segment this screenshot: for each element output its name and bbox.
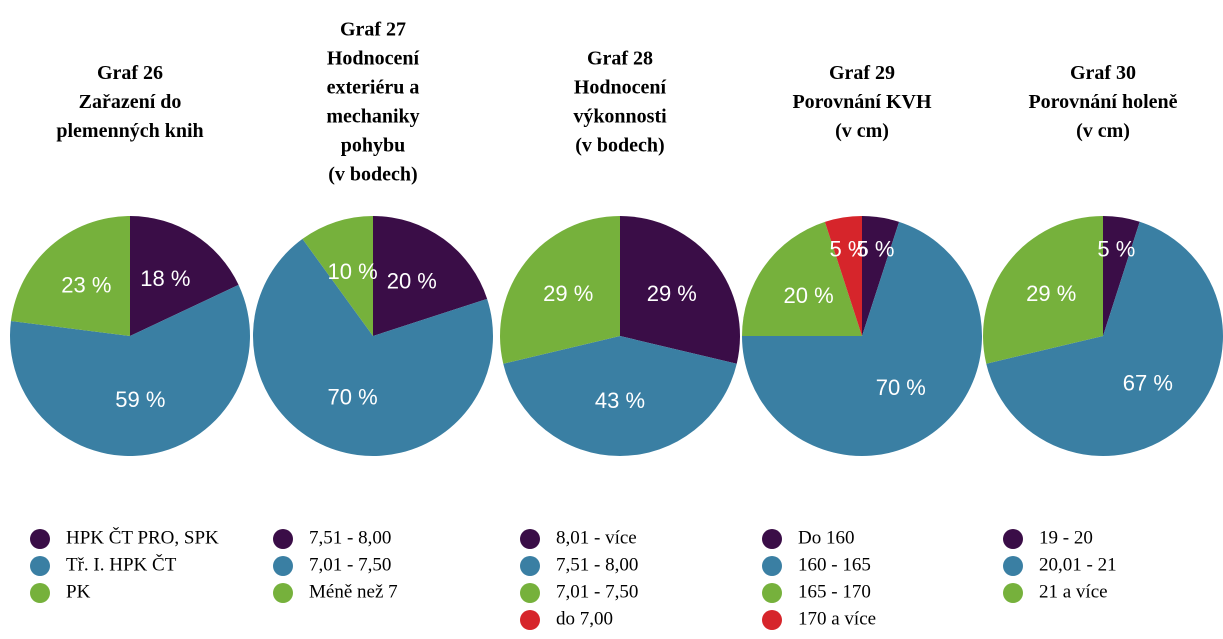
pie-slice (500, 216, 620, 364)
legend-label: 7,01 - 7,50 (309, 554, 391, 575)
value-label: 29 % (543, 281, 593, 306)
chart-title: (v bodech) (328, 164, 417, 186)
pie-slice (983, 216, 1103, 364)
chart-title: (v cm) (835, 120, 889, 142)
chart-title: Graf 29 (829, 62, 895, 84)
chart-title: exteriéru a (327, 77, 420, 99)
chart-title: mechaniky (326, 106, 419, 128)
chart-title: Porovnání KVH (792, 91, 932, 113)
legend-marker (273, 529, 293, 549)
chart-title: Hodnocení (327, 48, 420, 70)
legend-label: do 7,00 (556, 608, 613, 629)
pie-slice (742, 221, 862, 336)
value-label: 70 % (876, 375, 926, 400)
pie-slice (373, 216, 488, 336)
chart-title: (v cm) (1076, 120, 1130, 142)
legend-marker (30, 529, 50, 549)
legend-label: 7,01 - 7,50 (556, 581, 638, 602)
chart-title: Zařazení do (79, 91, 182, 113)
legend-marker (520, 556, 540, 576)
legend-marker (273, 583, 293, 603)
pie-slice (862, 216, 900, 336)
chart-title: výkonnosti (573, 106, 667, 128)
pie-slice (986, 221, 1223, 456)
value-label: 20 % (387, 268, 437, 293)
pie-slice (302, 216, 373, 336)
legend-label: Tř. I. HPK ČT (66, 553, 177, 575)
pie-slice (252, 238, 493, 456)
chart-title: Graf 26 (97, 62, 163, 84)
value-label: 18 % (140, 266, 190, 291)
value-label: 67 % (1123, 370, 1173, 395)
pie-slice (1103, 216, 1140, 336)
chart-title: Porovnání holeně (1028, 91, 1177, 113)
pie-slice (742, 221, 982, 457)
chart-title: pohybu (341, 135, 406, 157)
legend-label: Do 160 (798, 527, 854, 548)
legend-label: 165 - 170 (798, 581, 871, 602)
value-label: 43 % (595, 388, 645, 413)
legend-label: 8,01 - více (556, 527, 637, 548)
pie-slice (130, 216, 239, 336)
legend-marker (273, 556, 293, 576)
pie-slice (503, 336, 737, 457)
legend-label: 7,51 - 8,00 (556, 554, 638, 575)
legend-label: 7,51 - 8,00 (309, 527, 391, 548)
value-label: 29 % (1026, 281, 1076, 306)
legend-marker (762, 583, 782, 603)
legend-label: 19 - 20 (1039, 527, 1093, 548)
legend-marker (762, 556, 782, 576)
pie-slice (620, 216, 740, 364)
pie-slice (10, 216, 130, 336)
legend-marker (520, 529, 540, 549)
legend-marker (1003, 556, 1023, 576)
legend-marker (1003, 583, 1023, 603)
legend-label: PK (66, 581, 91, 602)
value-label: 70 % (328, 385, 378, 410)
legend-marker (520, 610, 540, 630)
legend-marker (1003, 529, 1023, 549)
chart-title: Graf 27 (340, 19, 406, 41)
value-label: 5 % (1097, 236, 1135, 261)
legend-marker (520, 583, 540, 603)
chart-title: Hodnocení (574, 77, 667, 99)
legend-label: HPK ČT PRO, SPK (66, 526, 219, 548)
value-label: 59 % (115, 387, 165, 412)
legend-label: 160 - 165 (798, 554, 871, 575)
chart-title: plemenných knih (56, 120, 203, 142)
pie-slice (824, 216, 862, 336)
legend-label: 21 a více (1039, 581, 1108, 602)
legend-marker (762, 529, 782, 549)
value-label: 5 % (857, 236, 895, 261)
legend-label: 170 a více (798, 608, 876, 629)
value-label: 20 % (784, 283, 834, 308)
legend-marker (762, 610, 782, 630)
pie-slice (9, 284, 250, 456)
chart-title: Graf 28 (587, 48, 653, 70)
legend-marker (30, 556, 50, 576)
value-label: 10 % (328, 259, 378, 284)
legend-label: 20,01 - 21 (1039, 554, 1117, 575)
chart-title: Graf 30 (1070, 62, 1136, 84)
value-label: 5 % (830, 236, 868, 261)
value-label: 23 % (61, 272, 111, 297)
chart-title: (v bodech) (575, 135, 664, 157)
legend-label: Méně než 7 (309, 581, 398, 602)
legend-marker (30, 583, 50, 603)
value-label: 29 % (647, 281, 697, 306)
